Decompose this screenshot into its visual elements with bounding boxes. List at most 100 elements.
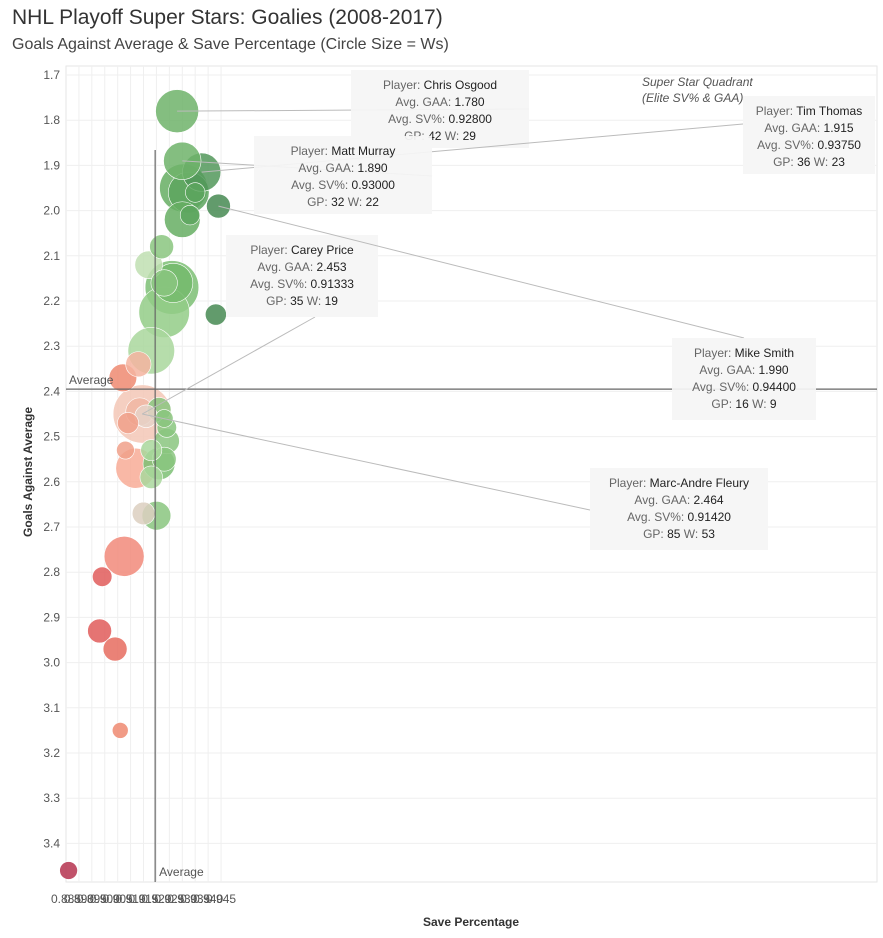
callout-leader	[218, 205, 745, 339]
w-value: 23	[832, 155, 846, 169]
x-tick-label: 0.925	[154, 892, 184, 906]
gaa-value: 1.780	[455, 95, 485, 109]
plot-frame	[65, 65, 878, 883]
tooltip-row: GP: 85 W: 53	[643, 527, 715, 541]
tooltip-row: GP: 16 W: 9	[711, 397, 777, 411]
sv-value: 0.94400	[753, 380, 797, 394]
data-point[interactable]	[139, 465, 163, 489]
tooltip-box	[672, 338, 816, 420]
y-tick-label: 3.0	[43, 656, 60, 670]
sv-value: 0.92800	[449, 112, 493, 126]
tooltip-row: Player: Matt Murray	[291, 144, 396, 158]
sv-label: Avg. SV%:	[250, 277, 310, 291]
player-name: Chris Osgood	[424, 78, 497, 92]
tooltip-carey-price: Player: Carey Price Avg. GAA: 2.453 Avg. S…	[141, 235, 378, 415]
sv-label: Avg. SV%:	[291, 178, 351, 192]
tooltip-row: Avg. GAA: 2.453	[257, 260, 346, 274]
player-name: Matt Murray	[331, 144, 395, 158]
w-label: W:	[749, 397, 770, 411]
y-tick-label: 2.4	[43, 384, 60, 398]
data-point[interactable]	[179, 205, 201, 226]
w-value: 19	[325, 294, 339, 308]
data-points	[59, 89, 231, 880]
tooltip-row: Avg. GAA: 1.780	[395, 95, 484, 109]
sv-label: Avg. SV%:	[627, 510, 687, 524]
sv-value: 0.93000	[352, 178, 396, 192]
tooltip-row: Player: Tim Thomas	[756, 104, 862, 118]
w-value: 53	[702, 527, 716, 541]
chart-subtitle: Goals Against Average & Save Percentage …	[12, 36, 449, 53]
data-point[interactable]	[149, 234, 174, 260]
tooltip-box	[351, 70, 529, 148]
callout-leader	[141, 316, 316, 415]
y-tick-label: 1.9	[43, 158, 60, 172]
tooltip-row: Avg. SV%: 0.92800	[388, 112, 492, 126]
data-point[interactable]	[87, 618, 112, 644]
w-label: W:	[303, 294, 324, 308]
x-tick-label: 0.920	[141, 892, 171, 906]
tooltip-row: Avg. GAA: 1.890	[298, 161, 387, 175]
tooltip-row: Player: Mike Smith	[694, 346, 794, 360]
data-point[interactable]	[150, 269, 178, 297]
data-point[interactable]	[92, 566, 113, 587]
gp-label: GP:	[643, 527, 667, 541]
data-point[interactable]	[103, 536, 145, 577]
data-point[interactable]	[140, 439, 163, 462]
w-label: W:	[680, 527, 701, 541]
data-point[interactable]	[102, 636, 128, 662]
gp-value: 85	[667, 527, 681, 541]
data-point[interactable]	[204, 303, 227, 326]
gp-label: GP:	[307, 195, 331, 209]
x-tick-label: 0.935	[180, 892, 210, 906]
w-label: W:	[810, 155, 831, 169]
tooltip-row: Avg. GAA: 1.915	[764, 121, 853, 135]
tooltip-row: Avg. SV%: 0.91420	[627, 510, 731, 524]
w-value: 9	[770, 397, 777, 411]
gaa-value: 1.890	[358, 161, 388, 175]
y-tick-label: 2.7	[43, 520, 60, 534]
tooltip-row: Player: Marc-Andre Fleury	[609, 476, 749, 490]
y-tick-label: 2.6	[43, 475, 60, 489]
tooltip-box	[254, 136, 432, 214]
gaa-label: Avg. GAA:	[298, 161, 357, 175]
y-axis-title: Goals Against Average	[21, 407, 35, 537]
gaa-label: Avg. GAA:	[257, 260, 316, 274]
gaa-label: Avg. GAA:	[634, 493, 693, 507]
tooltip-row: Avg. SV%: 0.93750	[757, 138, 861, 152]
y-tick-label: 2.8	[43, 565, 60, 579]
data-point[interactable]	[59, 861, 78, 880]
tooltip-chris-osgood: Player: Chris Osgood Avg. GAA: 1.780 Avg. …	[177, 70, 530, 148]
sv-label: Avg. SV%:	[692, 380, 752, 394]
gaa-value: 2.453	[317, 260, 347, 274]
y-tick-label: 2.5	[43, 430, 60, 444]
data-point[interactable]	[185, 182, 206, 203]
data-point[interactable]	[111, 722, 129, 739]
sv-label: Avg. SV%:	[757, 138, 817, 152]
w-label: W:	[344, 195, 365, 209]
gaa-value: 1.990	[759, 363, 789, 377]
x-axis-title: Save Percentage	[423, 915, 519, 929]
w-label: W:	[441, 129, 462, 143]
data-point[interactable]	[125, 351, 152, 378]
tooltip-tim-thomas: Player: Tim Thomas Avg. GAA: 1.915 Avg. SV…	[201, 96, 875, 174]
quadrant-annotation: Super Star Quadrant	[642, 75, 753, 89]
y-tick-label: 3.4	[43, 836, 60, 850]
tooltip-box	[226, 235, 378, 317]
tooltip-mike-smith: Player: Mike Smith Avg. GAA: 1.990 Avg. SV…	[218, 205, 816, 420]
tooltip-row: Avg. SV%: 0.91333	[250, 277, 354, 291]
tooltip-row: Avg. SV%: 0.94400	[692, 380, 796, 394]
tooltip-row: Avg. GAA: 2.464	[634, 493, 723, 507]
data-point[interactable]	[117, 412, 139, 434]
data-point[interactable]	[131, 501, 156, 526]
w-value: 29	[463, 129, 477, 143]
data-point[interactable]	[116, 440, 135, 460]
player-name: Carey Price	[291, 243, 354, 257]
tooltip-marc-andre-fleury: Player: Marc-Andre Fleury Avg. GAA: 2.464…	[142, 413, 768, 550]
y-tick-label: 3.2	[43, 746, 60, 760]
y-tick-label: 1.7	[43, 68, 60, 82]
tooltip-box	[590, 468, 768, 550]
axes: 0.8850.8900.8950.9000.9050.9100.9150.920…	[21, 68, 519, 929]
tooltip-row: Player: Chris Osgood	[383, 78, 497, 92]
